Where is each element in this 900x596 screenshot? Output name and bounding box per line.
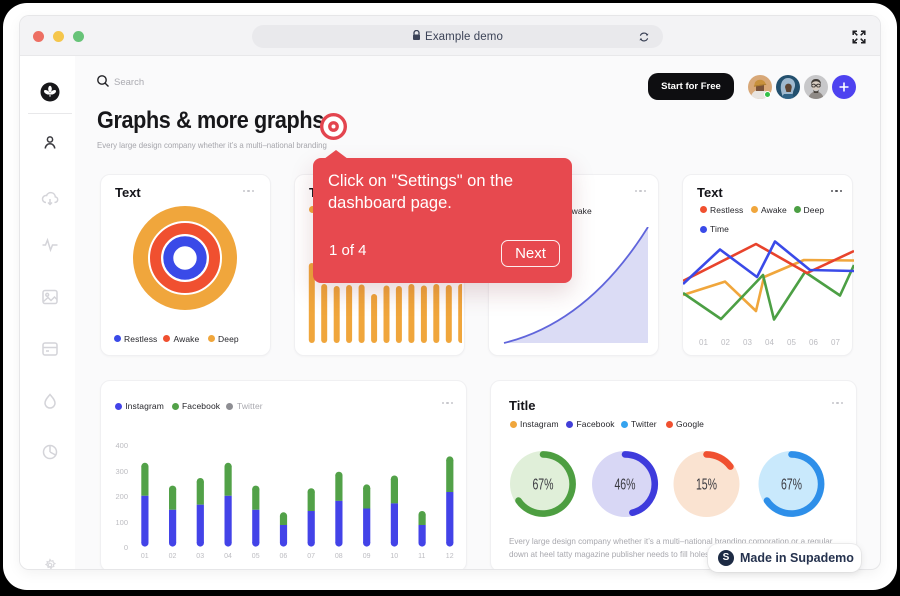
svg-text:67%: 67% [781, 475, 802, 493]
svg-text:67%: 67% [532, 475, 553, 493]
svg-text:46%: 46% [614, 475, 635, 493]
svg-text:15%: 15% [696, 475, 717, 493]
